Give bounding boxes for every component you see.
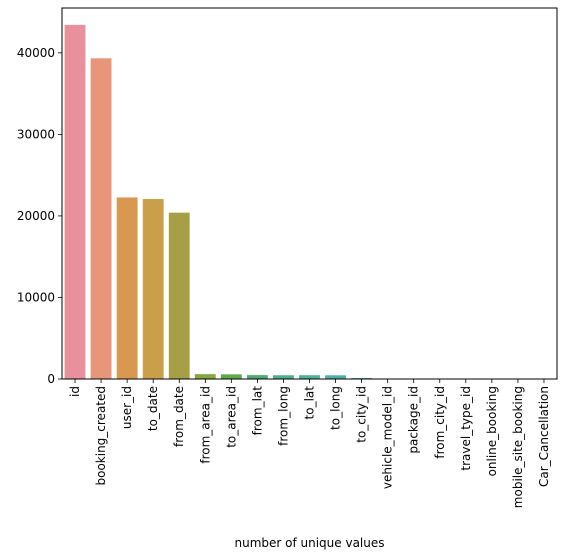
x-tick-label: mobile_site_booking [511, 386, 525, 508]
x-tick-label: to_city_id [355, 386, 369, 443]
bar-from_long [273, 375, 294, 379]
x-tick-label: to_area_id [224, 386, 238, 448]
plot-frame [61, 7, 558, 380]
bar-id [64, 24, 86, 380]
x-tick-label: package_id [407, 386, 421, 454]
x-tick-label: online_booking [485, 386, 499, 476]
x-tick-label: vehicle_model_id [381, 386, 395, 489]
x-tick-label: from_lat [250, 386, 264, 436]
x-tick-label: booking_created [94, 386, 108, 486]
x-tick-label: from_area_id [198, 386, 212, 464]
x-tick-label: from_long [276, 386, 290, 446]
y-tick-label: 10000 [17, 290, 55, 304]
x-tick-label: to_lat [303, 386, 317, 420]
y-tick-label: 40000 [17, 46, 55, 60]
bar-to_date [142, 199, 164, 379]
y-axis-ticks: 0 10000 20000 30000 40000 [17, 46, 62, 386]
x-tick-label: user_id [120, 386, 134, 429]
x-axis-ticks: id booking_created user_id to_date from_date… [68, 379, 551, 508]
x-axis-label: number of unique values [234, 536, 384, 550]
bar-booking_created [90, 58, 112, 379]
x-tick-label: id [68, 386, 82, 397]
x-tick-label: to_long [329, 386, 343, 430]
bar-to_lat [299, 375, 320, 379]
y-tick-label: 0 [47, 372, 55, 386]
bars-group [64, 24, 555, 380]
y-tick-label: 30000 [17, 127, 55, 141]
x-tick-label: from_city_id [433, 386, 447, 459]
bar-from_date [168, 212, 190, 379]
bar-user_id [116, 197, 138, 379]
bar-to_long [325, 375, 346, 379]
x-tick-label: Car_Cancellation [537, 386, 551, 487]
x-tick-label: from_date [172, 386, 186, 447]
bar-to_area_id [220, 374, 242, 379]
y-tick-label: 20000 [17, 209, 55, 223]
bar-from_lat [246, 375, 268, 379]
x-tick-label: to_date [146, 386, 160, 431]
bar-from_area_id [194, 374, 216, 379]
x-tick-label: travel_type_id [459, 386, 473, 471]
